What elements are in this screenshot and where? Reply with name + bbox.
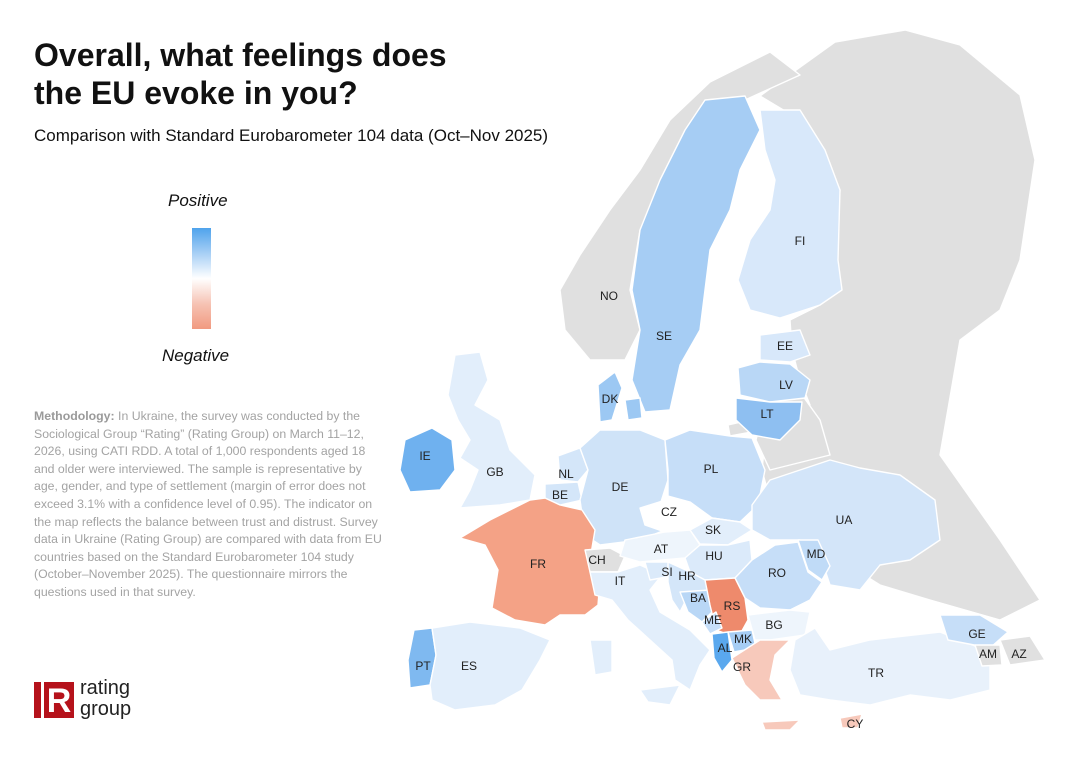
label-al: AL — [718, 641, 733, 655]
country-cy — [839, 713, 863, 729]
label-tr: TR — [868, 666, 884, 680]
country-ba — [679, 589, 717, 623]
label-gb: GB — [486, 465, 503, 479]
label-pl: PL — [704, 462, 719, 476]
logo-mark-letter: R — [47, 682, 72, 720]
label-de: DE — [612, 480, 629, 494]
country-dk — [597, 371, 643, 423]
label-rs: RS — [724, 599, 741, 613]
label-cz: CZ — [661, 505, 677, 519]
label-se: SE — [656, 329, 672, 343]
country-ch — [584, 547, 626, 573]
country-tr — [789, 627, 991, 706]
country-ee — [759, 329, 811, 363]
label-am: AM — [979, 647, 997, 661]
label-ee: EE — [777, 339, 793, 353]
label-mk: MK — [734, 632, 752, 646]
country-nl — [557, 447, 589, 483]
country-gr — [731, 639, 801, 731]
country-me — [701, 611, 723, 635]
legend-positive-label: Positive — [168, 191, 228, 210]
country-ro — [734, 541, 823, 611]
label-gr: GR — [733, 660, 751, 674]
country-ie — [399, 427, 456, 493]
logo-mark-icon: R — [34, 682, 74, 720]
methodology-text: In Ukraine, the survey was conducted by … — [34, 409, 382, 599]
label-az: AZ — [1011, 647, 1026, 661]
label-pt: PT — [415, 659, 431, 673]
legend-negative-label: Negative — [162, 346, 230, 365]
country-ua — [751, 459, 941, 591]
label-md: MD — [807, 547, 826, 561]
country-al — [711, 631, 733, 673]
methodology-label: Methodology: — [34, 409, 115, 423]
label-at: AT — [654, 542, 669, 556]
methodology-note: Methodology: In Ukraine, the survey was … — [34, 408, 384, 602]
label-ch: CH — [588, 553, 605, 567]
country-lt — [735, 397, 803, 441]
label-me: ME — [704, 613, 722, 627]
label-nl: NL — [558, 467, 574, 481]
label-ro: RO — [768, 566, 786, 580]
logo-word-rating: rating — [80, 677, 131, 699]
country-fi — [737, 109, 843, 319]
label-ua: UA — [836, 513, 853, 527]
country-az — [999, 635, 1046, 666]
label-dk: DK — [602, 392, 619, 406]
label-sk: SK — [705, 523, 721, 537]
label-es: ES — [461, 659, 477, 673]
label-lv: LV — [779, 378, 793, 392]
country-am — [974, 644, 1003, 667]
country-es — [429, 621, 551, 711]
label-fr: FR — [530, 557, 546, 571]
country-gb — [447, 351, 536, 509]
label-si: SI — [661, 565, 672, 579]
page-subtitle: Comparison with Standard Eurobarometer 1… — [34, 126, 549, 145]
country-ge — [939, 614, 1009, 649]
label-fi: FI — [795, 234, 806, 248]
label-be: BE — [552, 488, 568, 502]
rating-group-logo: R rating group — [34, 678, 174, 720]
label-ge: GE — [968, 627, 985, 641]
country-be — [544, 481, 583, 506]
label-bg: BG — [765, 618, 782, 632]
country-lv — [737, 361, 811, 403]
label-hu: HU — [705, 549, 722, 563]
label-ie: IE — [419, 449, 430, 463]
page-title: Overall, what feelings does the EU evoke… — [34, 37, 447, 111]
label-cy: CY — [847, 717, 864, 731]
country-fr — [459, 497, 601, 626]
legend-color-scale — [192, 228, 211, 329]
label-ba: BA — [690, 591, 706, 605]
label-it: IT — [615, 574, 626, 588]
label-lt: LT — [760, 407, 774, 421]
logo-wordmark: rating group — [80, 678, 131, 720]
label-hr: HR — [678, 569, 696, 583]
country-se — [631, 95, 761, 413]
label-no: NO — [600, 289, 618, 303]
logo-word-group: group — [80, 698, 132, 720]
country-pl — [664, 429, 766, 523]
